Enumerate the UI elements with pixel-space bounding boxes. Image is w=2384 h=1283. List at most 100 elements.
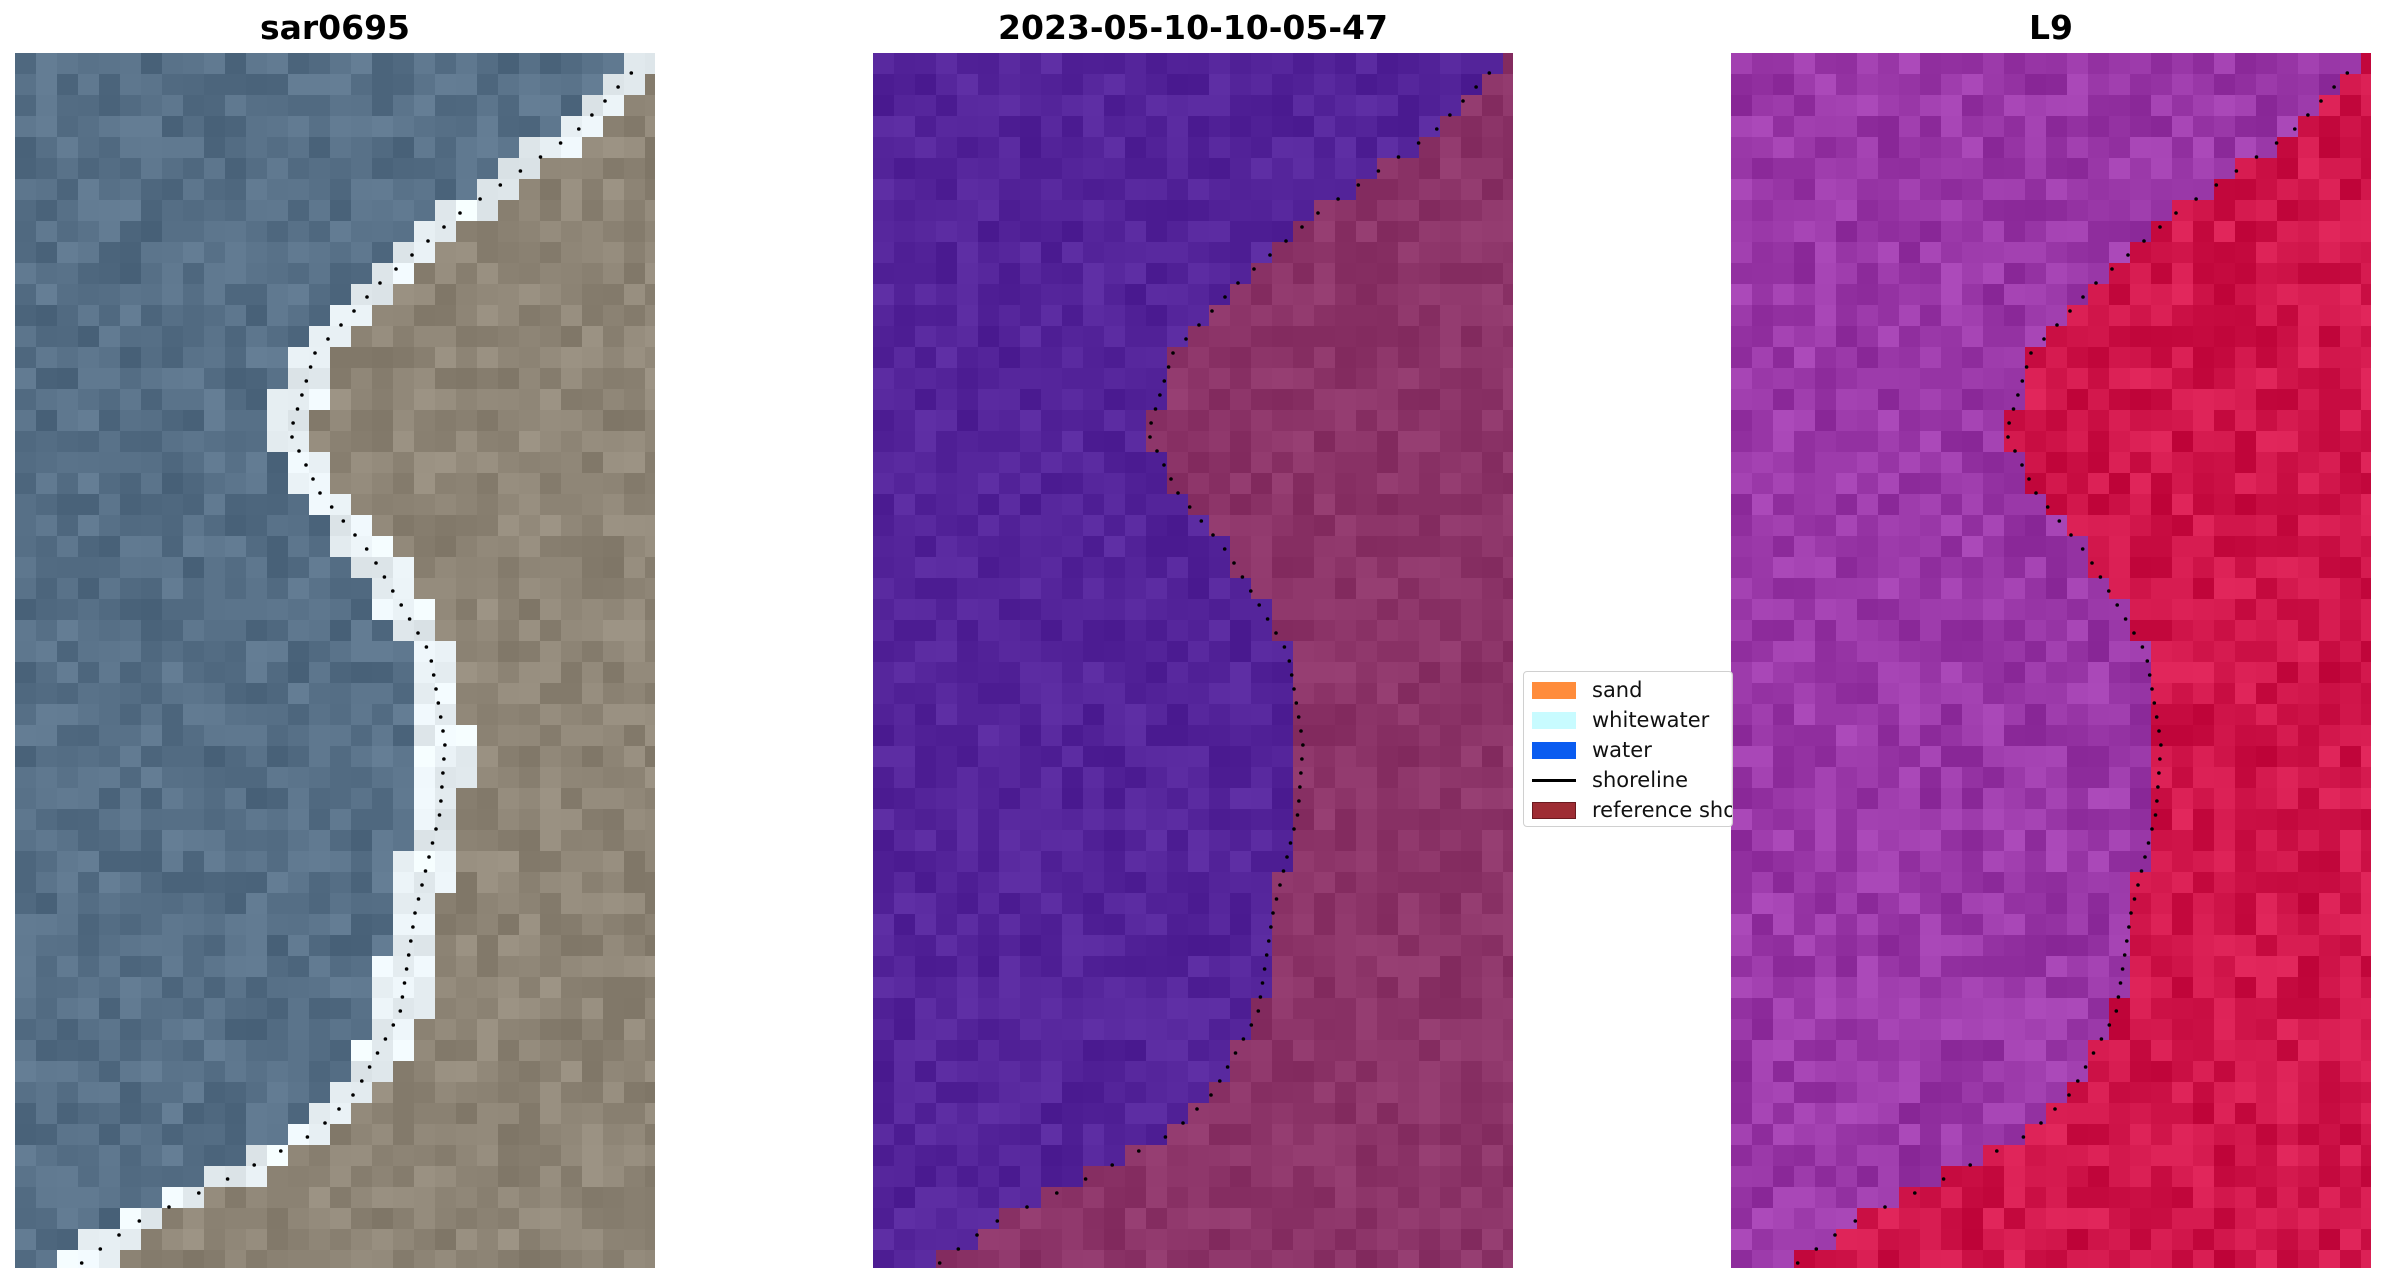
classified-shoreline-dot — [1210, 309, 1214, 313]
index-shoreline-dot — [1833, 1233, 1837, 1237]
classified-shoreline-dot — [1278, 883, 1282, 887]
rgb-shoreline-dot — [351, 1093, 355, 1097]
panel-title-date: 2023-05-10-10-05-47 — [998, 8, 1388, 47]
classified-shoreline-dot — [1197, 323, 1201, 327]
index-shoreline-dot — [2147, 673, 2152, 677]
classified-shoreline-dot — [1264, 953, 1269, 957]
index-shoreline-dot — [2319, 99, 2323, 103]
rgb-shoreline-dot — [167, 1205, 171, 1209]
classified-shoreline-dot — [1148, 435, 1152, 439]
classified-shoreline-dot — [1448, 113, 1452, 117]
legend-item-whitewater: whitewater — [1532, 708, 1709, 732]
rgb-shoreline-dot — [458, 211, 462, 215]
index-shoreline-dot — [2081, 295, 2085, 299]
classified-shoreline-dot — [1166, 365, 1171, 369]
rgb-shoreline-dot — [117, 1233, 121, 1237]
index-shoreline-dot — [2123, 617, 2128, 621]
classified-shoreline-dot — [1282, 645, 1287, 649]
rgb-shoreline-dot — [360, 1079, 364, 1083]
classified-shoreline-dot — [937, 1261, 942, 1265]
rgb-shoreline-dot — [424, 645, 429, 649]
classified-shoreline-dot — [1223, 295, 1227, 299]
rgb-shoreline-dot — [311, 477, 315, 481]
classified-shoreline-dot — [1287, 659, 1292, 663]
classified-shoreline-dot — [1187, 505, 1192, 509]
index-shoreline-dot — [2332, 85, 2336, 89]
rgb-shoreline-dot — [365, 295, 369, 299]
rgb-shoreline-dot — [98, 1247, 103, 1251]
index-shoreline-dot — [2034, 491, 2038, 495]
classified-shoreline-dot — [1289, 673, 1294, 677]
classified-shoreline-dot — [1233, 1051, 1238, 1055]
rgb-shoreline-dot — [404, 967, 409, 971]
index-shoreline-dot — [2020, 379, 2025, 383]
index-shoreline-dot — [2254, 155, 2259, 159]
classified-shoreline-dot — [1285, 855, 1289, 859]
classified-shoreline-dot — [1169, 477, 1173, 481]
rgb-shoreline-dot — [440, 785, 444, 789]
rgb-shoreline-dot — [399, 603, 404, 607]
classified-shoreline-dot — [1474, 85, 1478, 89]
classified-shoreline-dot — [1292, 827, 1296, 831]
rgb-shoreline-dot — [406, 953, 411, 957]
classified-shoreline-dot — [1162, 463, 1166, 467]
panel-title-l9: L9 — [2029, 8, 2073, 47]
index-shoreline-dot — [2110, 267, 2114, 271]
rgb-shoreline-dot — [402, 981, 407, 985]
rgb-shoreline-dot — [323, 1121, 327, 1125]
rgb-shoreline-dot — [434, 827, 438, 831]
rgb-shoreline-dot — [629, 71, 634, 75]
legend-label-shoreline: shoreline — [1592, 768, 1689, 792]
classified-shoreline-dot — [1218, 1079, 1222, 1083]
classified-shoreline-dot — [1356, 183, 1361, 187]
panel-rgb: sar0695 — [15, 0, 655, 1283]
index-shoreline-dot — [2115, 603, 2119, 607]
index-shoreline-dot — [1853, 1219, 1858, 1223]
classified-shoreline-dot — [1396, 155, 1401, 159]
index-shoreline-dot — [2098, 575, 2103, 579]
classified-shoreline-dot — [1252, 267, 1256, 271]
classified-shoreline-dot — [995, 1219, 1000, 1223]
rgb-shoreline-dot — [304, 463, 308, 467]
index-shoreline-dot — [2152, 701, 2157, 705]
index-shoreline-dot — [2020, 463, 2024, 467]
rgb-shoreline-dot — [279, 1149, 283, 1153]
rgb-shoreline-dot — [442, 757, 446, 761]
rgb-shoreline-dot — [443, 743, 447, 747]
classified-shoreline-dot — [1416, 141, 1421, 145]
index-shoreline-dot — [2011, 407, 2016, 411]
classified-shoreline-dot — [1300, 225, 1304, 229]
classified-shoreline-dot — [1316, 211, 1320, 215]
index-shoreline-dot — [2139, 869, 2144, 873]
rgb-shoreline-dot — [382, 575, 387, 579]
rgb-shoreline-dot — [313, 351, 317, 355]
rgb-shoreline-dot — [538, 155, 543, 159]
index-shoreline-dot — [2122, 953, 2127, 957]
rgb-shoreline-dot — [305, 1135, 310, 1139]
rgb-shoreline-dot — [429, 659, 434, 663]
classified-shoreline-dot — [1025, 1205, 1029, 1209]
index-shoreline-dot — [2155, 799, 2159, 803]
rgb-shoreline-dot — [400, 995, 405, 999]
whitewater-swatch — [1532, 711, 1576, 729]
classified-shoreline-dot — [1240, 575, 1245, 579]
index-shoreline-dot — [1795, 1261, 1800, 1265]
index-shoreline-dot — [2007, 421, 2011, 425]
classified-shoreline-dot — [1153, 407, 1158, 411]
classified-shoreline-dot — [1487, 71, 1492, 75]
classified-shoreline-dot — [1055, 1191, 1059, 1195]
classified-shoreline-dot — [1241, 1037, 1246, 1041]
index-shoreline-dot — [2114, 1009, 2119, 1013]
rgb-shoreline-dot — [441, 771, 445, 775]
rgb-shoreline-dot — [341, 519, 346, 523]
index-shoreline-dot — [2127, 925, 2131, 929]
index-shoreline-dot — [2055, 323, 2059, 327]
classified-shoreline-dot — [1158, 393, 1162, 397]
classified-shoreline-dot — [1155, 449, 1159, 453]
rgb-shoreline-dot — [391, 589, 395, 593]
index-shoreline-dot — [2013, 449, 2017, 453]
legend-item-sand: sand — [1532, 678, 1642, 702]
water-swatch — [1532, 741, 1576, 759]
classified-shoreline-dot — [1256, 1009, 1261, 1013]
classified-shoreline-dot — [1288, 841, 1293, 845]
